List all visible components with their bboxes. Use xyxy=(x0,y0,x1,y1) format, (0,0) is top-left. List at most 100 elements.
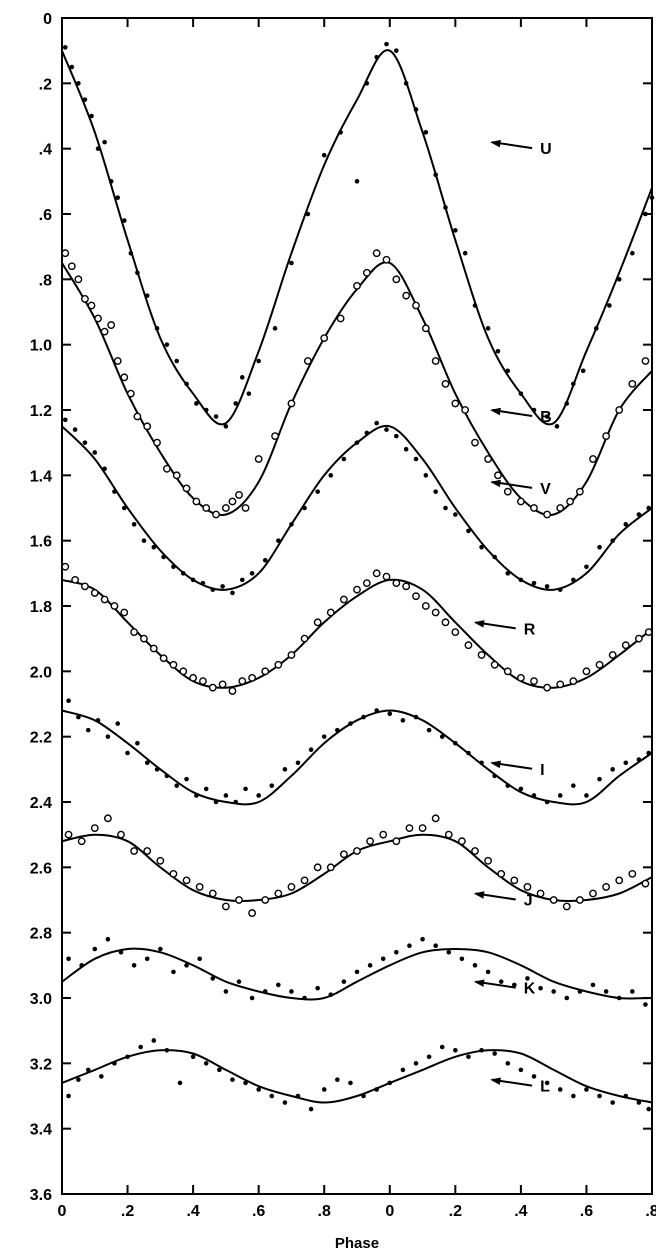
point-l xyxy=(138,1044,143,1050)
point-v xyxy=(341,456,347,462)
point-r xyxy=(81,582,89,591)
point-r xyxy=(199,677,207,686)
point-j xyxy=(156,856,165,865)
point-k xyxy=(577,989,583,994)
point-l xyxy=(505,1061,511,1066)
point-l xyxy=(597,1093,602,1099)
point-r xyxy=(228,687,237,695)
series-label-j: J xyxy=(524,892,533,909)
point-l xyxy=(557,1087,563,1092)
point-u xyxy=(472,303,478,308)
point-b xyxy=(431,357,440,365)
point-v xyxy=(571,577,576,583)
point-i xyxy=(184,776,189,782)
point-v xyxy=(328,473,334,478)
point-i xyxy=(105,734,111,739)
point-b xyxy=(543,510,552,519)
point-r xyxy=(130,628,139,637)
point-b xyxy=(575,487,584,496)
point-v xyxy=(239,577,245,583)
point-i xyxy=(154,767,160,772)
point-k xyxy=(79,963,84,968)
point-r xyxy=(530,677,538,686)
point-v xyxy=(531,580,537,586)
point-v xyxy=(584,564,589,570)
y-tick-label: .6 xyxy=(39,207,52,224)
label-arrowhead-u xyxy=(490,139,501,148)
point-b xyxy=(566,497,574,506)
point-k xyxy=(498,979,504,984)
y-tick-label: 3.6 xyxy=(30,1187,52,1204)
point-r xyxy=(120,608,129,617)
point-r xyxy=(582,667,591,676)
point-k xyxy=(276,982,281,988)
point-b xyxy=(412,301,420,310)
point-l xyxy=(230,1077,235,1082)
label-arrowhead-r xyxy=(473,620,485,628)
point-u xyxy=(354,179,360,184)
point-i xyxy=(374,708,379,713)
point-k xyxy=(66,956,71,962)
point-r xyxy=(100,595,109,604)
point-b xyxy=(74,275,83,284)
point-v xyxy=(180,571,186,576)
point-k xyxy=(289,989,294,994)
point-b xyxy=(641,357,650,365)
axis-ticks xyxy=(61,17,653,1195)
point-k xyxy=(158,946,163,952)
point-u xyxy=(95,146,101,151)
point-b xyxy=(192,497,201,506)
point-v xyxy=(384,427,389,432)
point-v xyxy=(374,420,379,426)
data-points xyxy=(61,41,655,1112)
point-b xyxy=(451,399,460,408)
point-l xyxy=(387,1080,393,1086)
point-j xyxy=(615,876,624,885)
point-u xyxy=(89,113,94,119)
point-j xyxy=(392,837,401,846)
point-l xyxy=(348,1080,353,1086)
point-j xyxy=(235,896,243,904)
point-u xyxy=(564,401,570,406)
point-k xyxy=(616,995,622,1001)
point-j xyxy=(366,837,375,846)
point-k xyxy=(131,963,137,968)
point-i xyxy=(174,783,180,788)
point-r xyxy=(644,628,653,637)
point-i xyxy=(135,740,140,746)
point-l xyxy=(610,1100,615,1105)
point-j xyxy=(195,883,204,891)
point-j xyxy=(326,863,335,872)
point-v xyxy=(276,538,281,543)
point-b xyxy=(172,471,181,480)
point-b xyxy=(81,295,89,303)
point-u xyxy=(62,45,68,50)
point-k xyxy=(380,956,386,962)
point-b xyxy=(235,491,243,499)
point-j xyxy=(182,876,191,885)
point-b xyxy=(615,406,624,414)
point-v xyxy=(62,417,68,423)
point-i xyxy=(308,747,314,753)
point-b xyxy=(100,327,109,336)
point-k xyxy=(433,943,438,949)
point-l xyxy=(453,1047,458,1053)
point-b xyxy=(254,455,263,463)
point-k xyxy=(184,963,189,968)
point-k xyxy=(328,992,334,998)
point-v xyxy=(262,557,268,563)
point-u xyxy=(571,381,576,387)
point-v xyxy=(72,427,78,432)
series-label-k: K xyxy=(524,981,536,998)
x-tick-label: .8 xyxy=(318,1203,331,1220)
point-b xyxy=(320,334,329,343)
point-k xyxy=(171,969,176,975)
point-l xyxy=(99,1074,104,1079)
point-u xyxy=(144,293,150,298)
point-r xyxy=(159,654,168,663)
point-b xyxy=(143,422,152,431)
label-arrowhead-v xyxy=(490,479,501,488)
point-u xyxy=(164,342,170,347)
point-k xyxy=(564,995,570,1001)
